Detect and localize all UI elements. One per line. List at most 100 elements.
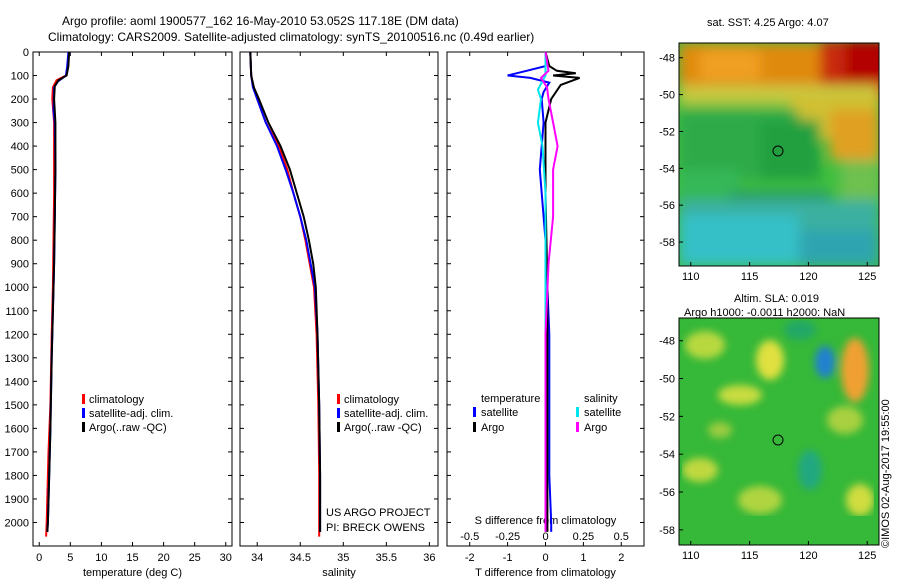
imos-credit: ©IMOS 02-Aug-2017 19:55:00 [880,399,892,548]
temperature-panel: 0 100 200 300 400 500 600 700 800 900 1000 1100 1200… [5,47,233,579]
sst-map-xtick-label: 110 [682,271,700,283]
legend-swatch [82,422,85,432]
salinity-panel: 34 34.5 35 35.5 36 salinity climatology satelli… [239,51,439,579]
depth-tick-label: 500 [11,165,29,177]
legend-swatch [337,408,340,418]
legend-header-salinity: salinity [584,393,618,405]
salinity-diff-tick-label: 0.25 [573,531,594,543]
depth-tick-label: 1300 [5,353,29,365]
sst-map-ytick-label: -54 [659,163,675,175]
salinity-diff-tick-label: -0.25 [495,531,520,543]
figure-title-line1: Argo profile: aoml 1900577_162 16-May-20… [62,14,459,28]
salinity-series-satellite-adj-clim- [249,52,322,532]
salinity-xtick-label: 36 [423,552,435,564]
difference-xtick-label: 2 [618,552,624,564]
sla-map-ytick-label: -52 [659,411,675,423]
salinity-diff-tick-label: 0 [542,531,548,543]
legend-label: satellite-adj. clim. [89,408,173,420]
depth-tick-label: 100 [11,71,29,83]
depth-tick-label: 900 [11,259,29,271]
temperature-xtick-label: 30 [220,552,232,564]
difference-xtick-label: 0 [542,552,548,564]
temperature-xtick-label: 15 [126,552,138,564]
legend-swatch [576,407,579,417]
sst-map-xtick-label: 125 [858,271,876,283]
temperature-xlabel: temperature (deg C) [83,567,182,579]
project-label: US ARGO PROJECT [326,507,431,519]
depth-tick-label: 800 [11,235,29,247]
salinity-series-climatology [249,52,321,537]
sla-map-title: Altim. SLA: 0.019 [734,293,819,305]
salinity-xtick-label: 34.5 [290,552,311,564]
depth-tick-label: 1900 [5,494,29,506]
difference-xtick-label: -1 [503,552,513,564]
depth-tick-label: 1200 [5,329,29,341]
difference-xtick-label: -2 [465,552,475,564]
difference-series-temperature-satellite [507,52,553,532]
depth-tick-label: 400 [11,141,29,153]
legend-label: satellite [584,407,621,419]
salinity-diff-tick-label: -0.5 [460,531,479,543]
legend-swatch [337,394,340,404]
sst-map-ytick-label: -50 [659,90,675,102]
difference-xlabel: T difference from climatology [475,567,616,579]
salinity-xtick-label: 34 [251,552,263,564]
difference-xtick-label: 1 [580,552,586,564]
sla-map-ytick-label: -48 [659,336,675,348]
sst-map-title: sat. SST: 4.25 Argo: 4.07 [707,17,829,29]
salinity-axes-frame [239,51,439,547]
salinity-series-argo-raw-qc- [249,52,322,532]
legend-label: Argo [584,422,607,434]
depth-tick-label: 700 [11,212,29,224]
temperature-xtick-label: 25 [189,552,201,564]
sst-map-ytick-label: -48 [659,53,675,65]
legend-label: Argo(..raw -QC) [344,422,422,434]
sla-map-image [679,318,879,545]
legend-swatch [82,408,85,418]
temperature-axes-frame [32,51,233,547]
temperature-xtick-label: 5 [67,552,73,564]
sst-map-ytick-label: -52 [659,126,675,138]
depth-tick-label: 1100 [5,306,29,318]
sla-argo-position-marker [772,434,784,446]
depth-tick-label: 1000 [5,282,29,294]
depth-tick-label: 1800 [5,470,29,482]
sla-map-xtick-label: 115 [741,550,759,562]
difference-series-temperature-argo [544,52,580,532]
legend-swatch [473,407,476,417]
sla-map-xtick-label: 110 [682,550,700,562]
sla-map-ytick-label: -50 [659,374,675,386]
temperature-xtick-label: 10 [95,552,107,564]
legend-header-temperature: temperature [481,393,540,405]
pi-label: PI: BRECK OWENS [326,522,425,534]
legend-swatch [576,422,579,432]
depth-tick-label: 600 [11,188,29,200]
salinity-xlabel: salinity [322,567,356,579]
legend-label: satellite [481,407,518,419]
sst-map-ytick-label: -56 [659,200,675,212]
depth-tick-label: 300 [11,118,29,130]
sst-map-xtick-label: 120 [799,271,817,283]
salinity-xtick-label: 35 [337,552,349,564]
sla-map-xtick-label: 125 [858,550,876,562]
sst-map-xtick-label: 115 [741,271,759,283]
depth-tick-label: 1700 [5,447,29,459]
difference-series-salinity-argo [539,52,559,532]
depth-tick-label: 1500 [5,400,29,412]
sla-map-axes: 110 115 120 125 -48 -50 -52 -54 -56 -58 [659,336,876,562]
sst-argo-position-marker [772,145,784,157]
sla-map-subtitle: Argo h1000: -0.0011 h2000: NaN [684,307,845,319]
temperature-xtick-label: 20 [157,552,169,564]
difference-panel: -2 -1 0 1 2T difference from climatology -0.5… [446,51,645,579]
depth-tick-label: 2000 [5,517,29,529]
depth-tick-label: 200 [11,94,29,106]
legend-swatch [337,422,340,432]
legend-label: climatology [344,394,400,406]
figure-title-line2: Climatology: CARS2009. Satellite-adjuste… [48,30,534,44]
legend-label: Argo [481,422,504,434]
sst-map-axes: 110 115 120 125 -48 -50 -52 -54 -56 -58 [659,53,876,283]
legend-swatch [82,394,85,404]
depth-tick-label: 0 [23,47,29,59]
sst-map-ytick-label: -58 [659,237,675,249]
